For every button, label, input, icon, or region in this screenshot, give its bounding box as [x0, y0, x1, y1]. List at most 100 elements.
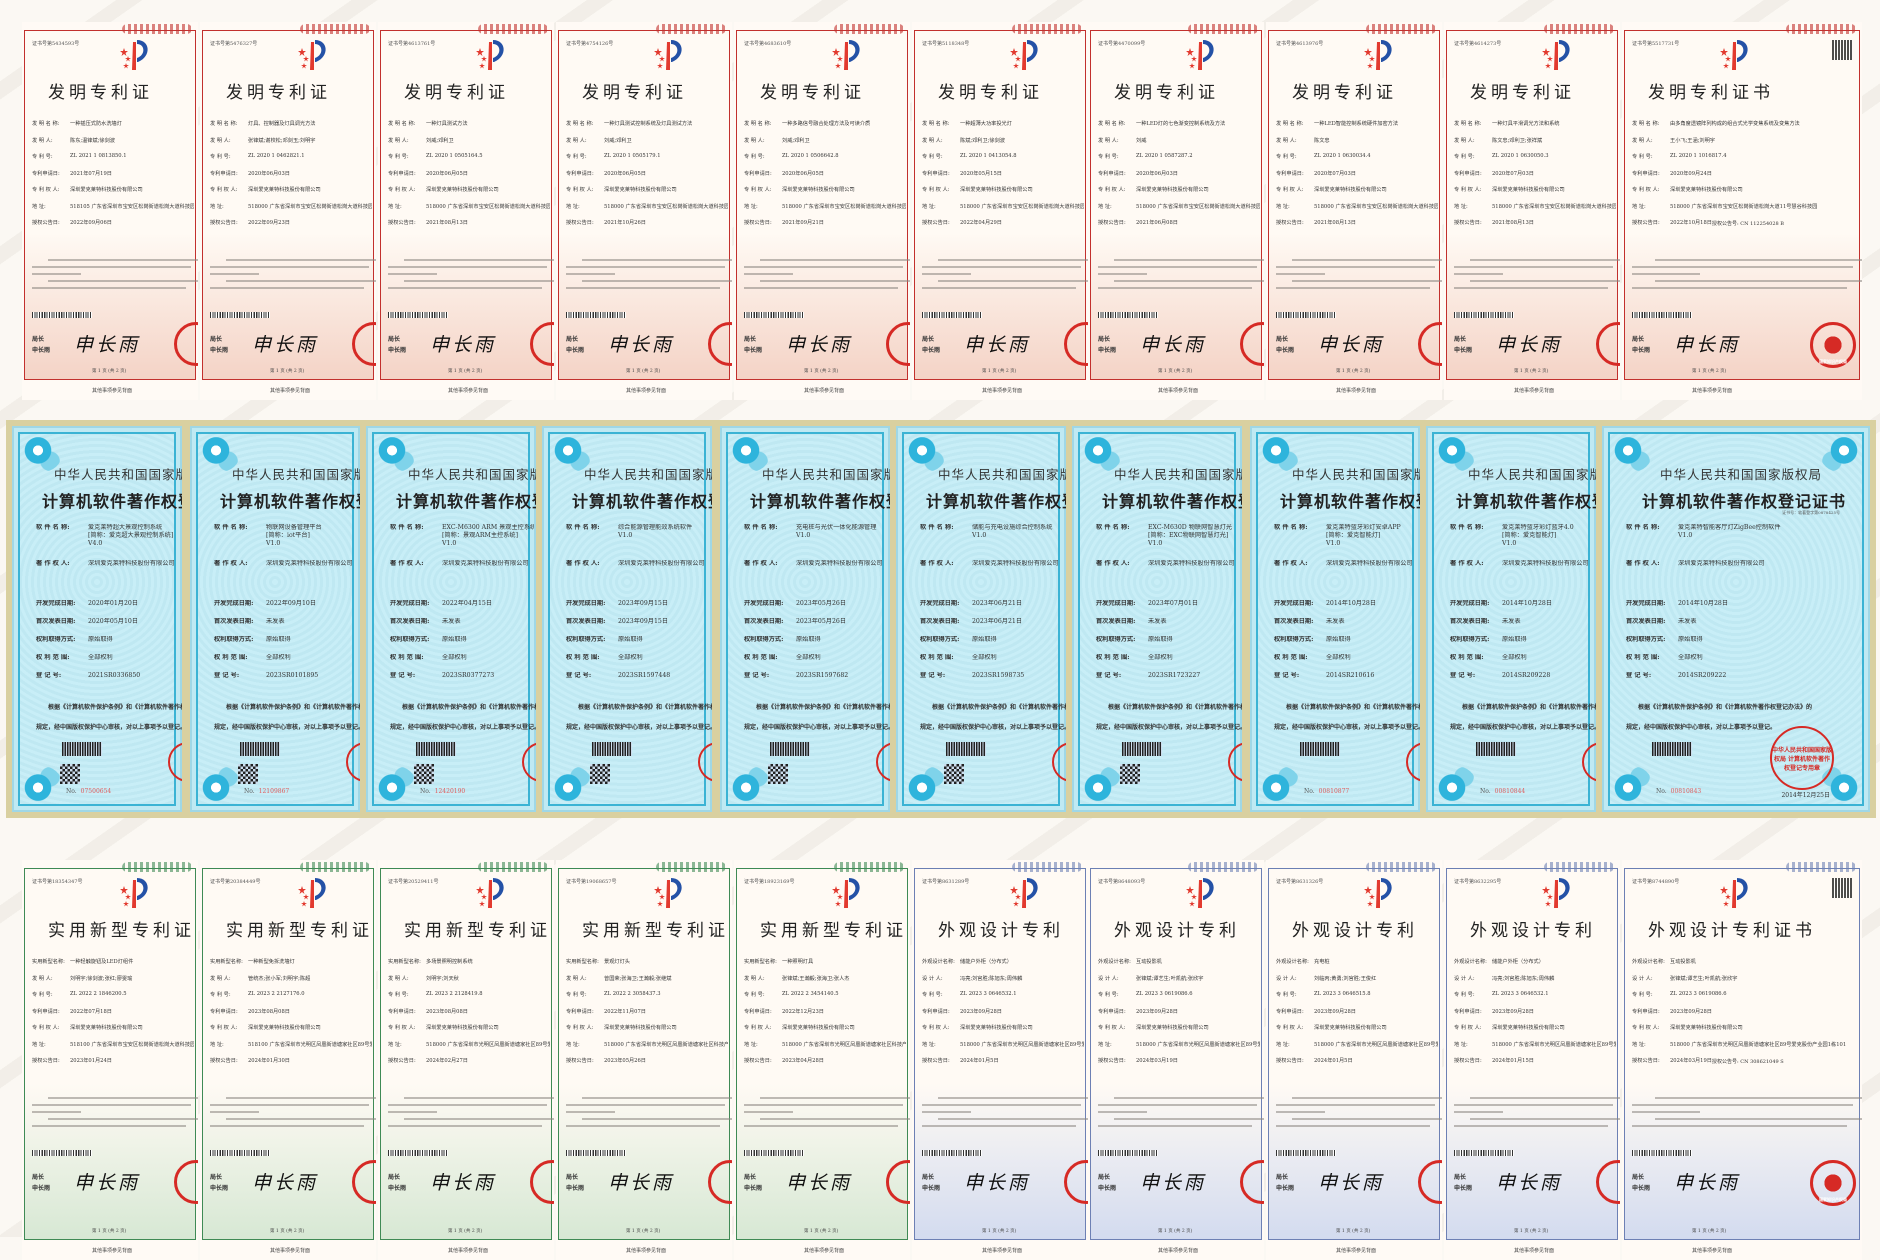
field-row: 外观设计名称: 互动投影机 [1632, 958, 1858, 975]
field-row: 开发完成日期: 2023年06月21日 [920, 600, 1064, 618]
certificate-fields: 软 件 名 称: EXC-M6300 ARM 景观主控系统 [简称：景观ARM主控系… [390, 524, 534, 690]
field-value: 充电桩 [1314, 959, 1330, 965]
field-label: 专 利 号: [566, 992, 587, 998]
field-row: 专 利 权 人: 深圳爱克莱特科技股份有限公司 [566, 1024, 728, 1041]
text-line [210, 273, 259, 275]
field-row: 首次发表日期: 未发表 [1096, 618, 1240, 636]
field-label: 专 利 号: [1454, 154, 1475, 160]
field-label: 发 明 名 称: [744, 121, 772, 127]
software-name-line: V1.0 [796, 532, 811, 539]
director-label: 局长 申长雨 [1276, 334, 1294, 356]
utility-model-patent-certificate: 证书号第20384449号 实用新型专利证 实用新型名称: 一种新型免拆洗墙灯发 明 … [200, 860, 376, 1260]
field-value: 2022年12月23日 [782, 1008, 824, 1015]
field-label: 实用新型名称: [32, 959, 65, 965]
field-value: ZL 2022 2 1846200.5 [70, 991, 127, 997]
text-line [1632, 1111, 1700, 1113]
field-row: 权利取得方式: 原始取得 [920, 636, 1064, 654]
text-line [938, 1118, 1088, 1120]
field-label: 专 利 权 人: [744, 187, 772, 193]
cnipa-logo-icon [830, 36, 864, 72]
barcode [1454, 312, 1514, 318]
director-label: 局长 申长雨 [744, 1172, 762, 1194]
field-row: 实用新型名称: 多场景照明控制系统 [388, 958, 550, 975]
director-signature: 申长雨 [608, 334, 675, 356]
text-line [1654, 259, 1862, 261]
director-label: 局长 申长雨 [744, 334, 762, 356]
field-label: 专 利 权 人: [32, 187, 60, 193]
field-label: 登 记 号: [1626, 672, 1652, 679]
back-note: 其他事项参见背面 [626, 388, 667, 394]
software-name: 综合能源管理能效系统软件 V1.0 [618, 524, 692, 560]
text-line [744, 1104, 903, 1106]
design-patent-certificate: 证书号第8744890号 外观设计专利证书 外观设计名称: 互动投影机设 计 人: 张锋… [1622, 860, 1862, 1260]
corner-ornament-icon [730, 436, 770, 472]
field-row: 开发完成日期: 2022年04月15日 [390, 600, 534, 618]
field-row: 专 利 号: ZL 2023 3 0646532.1 [922, 991, 1084, 1008]
corner-ornament-icon [1082, 436, 1122, 472]
serial-value: 00810844 [1494, 788, 1526, 795]
barcode [388, 1150, 448, 1156]
certificate-number: 证书号第4754126号 [566, 41, 614, 47]
certificate-number: 证书号第5118348号 [922, 41, 970, 47]
certificate-fields: 软 件 名 称: EXC-M630D 物联网智慧灯光 [简称：EXC物联网智慧灯光]… [1096, 524, 1240, 690]
certificate-body-text [1632, 1092, 1862, 1132]
field-value: 2023年09月28日 [960, 1008, 1002, 1015]
field-row: 地 址: 518000 广东省深圳市光明区凤凰街道塘家社区89号爱克股份产业园1栋… [1276, 1041, 1438, 1058]
certificate-title: 外观设计专利 [938, 921, 1064, 941]
legal-statement: 根据《计算机软件保护条例》和《计算机软件著作权登记办法》的规定，经中国版权保护中… [36, 698, 182, 738]
text-line [744, 1125, 898, 1127]
field-row: 外观设计名称: 储能户外柜（分布式） [1454, 958, 1616, 975]
field-label: 权利取得方式: [920, 636, 960, 643]
field-row: 发 明 名 称: 一种超薄大功率投光灯 [922, 120, 1084, 137]
text-line [582, 1097, 732, 1099]
field-label: 首次发表日期: [214, 618, 254, 625]
director-title: 局长 [32, 1174, 45, 1181]
field-value: 518000 广东省深圳市光明区凤凰街道塘家社区89号爱克股份产业园1栋101 [1670, 1041, 1847, 1048]
text-line [744, 287, 898, 289]
field-value: 深圳爱克莱特科技股份有限公司 [70, 187, 143, 193]
field-label: 开发完成日期: [1626, 600, 1666, 607]
field-value: 2021年06月08日 [1136, 220, 1178, 226]
field-row: 实用新型名称: 景观灯灯头 [566, 958, 728, 975]
field-value: 518000 广东省深圳市光明区凤凰街道塘家社区89号爱克股份产业园1栋101 [1136, 1041, 1260, 1048]
director-title: 局长 [210, 1174, 223, 1181]
field-row: 设 计 人: 冯亮;刘官胜;陈旭东;周伟麟 [1454, 975, 1616, 992]
field-row: 权利取得方式: 原始取得 [1274, 636, 1418, 654]
field-label: 权 利 范 围: [1096, 654, 1130, 661]
field-value: 2020年06月03日 [248, 170, 290, 177]
field-row: 权利取得方式: 原始取得 [1096, 636, 1240, 654]
field-row: 专利申请日: 2020年09月24日 [1632, 170, 1858, 187]
field-row: 发 明 人: 陈东;温锋斌;徐剑波 [32, 137, 194, 154]
field-label: 地 址: [32, 203, 46, 210]
field-value: 2023年09月28日 [1314, 1008, 1356, 1015]
field-value: 未发表 [1678, 618, 1697, 625]
field-row: 发 明 人: 刘明宇;徐剑波;张红;廖雯瑜 [32, 975, 194, 992]
field-row: 专 利 权 人: 深圳爱克莱特科技股份有限公司 [1276, 186, 1438, 203]
text-line [922, 273, 971, 275]
field-value: 全部权利 [266, 654, 291, 661]
qr-code-icon [238, 764, 258, 784]
field-label: 专 利 号: [32, 154, 53, 160]
field-label: 专利申请日: [744, 170, 772, 177]
text-line [582, 259, 732, 261]
field-label: 授权公告日: [1632, 1058, 1660, 1064]
text-line [1098, 1111, 1147, 1113]
certificate-body-text [1632, 254, 1862, 294]
field-row: 发 明 人: 管统杰;张小军;刘明宇;陈超 [210, 975, 372, 992]
page-number: 第 1 页 (共 2 页) [448, 1229, 483, 1234]
field-row: 登 记 号: 2014SR209228 [1450, 672, 1594, 690]
software-name: EXC-M630D 物联网智慧灯光 [简称：EXC物联网智慧灯光] V1.0 [1148, 524, 1232, 560]
field-value: 管统杰;张小军;刘明宇;陈超 [248, 975, 311, 982]
cnipa-logo-icon [118, 36, 152, 72]
certificate-frame [202, 30, 374, 380]
field-value: 一种照明灯具 [782, 959, 814, 965]
field-row: 授权公告日: 2024年02月27日 [388, 1057, 550, 1074]
issuer-heading: 中华人民共和国国家版权局 [232, 467, 360, 482]
text-line [744, 273, 793, 275]
field-value: ZL 2020 1 0630050.3 [1492, 153, 1549, 159]
field-value: 518000 广东省深圳市宝安区松岗街道松岗大道科技园 [960, 203, 1084, 210]
cnipa-logo-icon [1540, 36, 1574, 72]
field-label: 著 作 权 人: [920, 560, 954, 567]
field-value: 2020年09月24日 [1670, 170, 1712, 177]
director-label: 局长 申长雨 [1454, 1172, 1472, 1194]
